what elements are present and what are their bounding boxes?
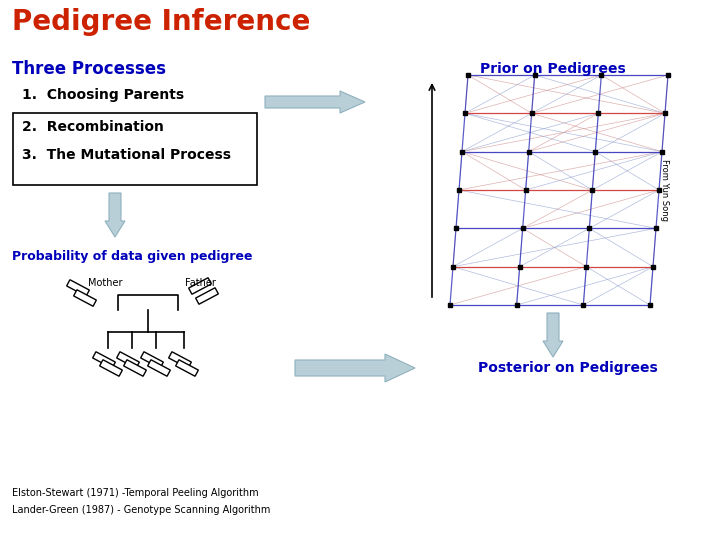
Text: Pedigree Inference: Pedigree Inference: [12, 8, 310, 36]
FancyBboxPatch shape: [117, 352, 140, 368]
FancyBboxPatch shape: [176, 360, 198, 376]
Text: Three Processes: Three Processes: [12, 60, 166, 78]
Text: Prior on Pedigrees: Prior on Pedigrees: [480, 62, 626, 76]
FancyBboxPatch shape: [148, 360, 171, 376]
FancyBboxPatch shape: [140, 352, 163, 368]
Text: 3.  The Mutational Process: 3. The Mutational Process: [22, 148, 231, 162]
FancyBboxPatch shape: [13, 113, 257, 185]
FancyBboxPatch shape: [93, 352, 115, 368]
Text: Probability of data given pedigree: Probability of data given pedigree: [12, 250, 253, 263]
Polygon shape: [105, 193, 125, 237]
Text: Father: Father: [184, 278, 215, 288]
FancyBboxPatch shape: [124, 360, 146, 376]
FancyBboxPatch shape: [67, 280, 89, 296]
FancyBboxPatch shape: [168, 352, 192, 368]
Text: From Yun Song: From Yun Song: [660, 159, 668, 221]
Polygon shape: [265, 91, 365, 113]
FancyBboxPatch shape: [73, 290, 96, 306]
Text: Posterior on Pedigrees: Posterior on Pedigrees: [478, 361, 658, 375]
Text: 1.  Choosing Parents: 1. Choosing Parents: [22, 88, 184, 102]
Text: Lander-Green (1987) - Genotype Scanning Algorithm: Lander-Green (1987) - Genotype Scanning …: [12, 505, 271, 515]
Text: Elston-Stewart (1971) -Temporal Peeling Algorithm: Elston-Stewart (1971) -Temporal Peeling …: [12, 488, 258, 498]
Polygon shape: [295, 354, 415, 382]
FancyBboxPatch shape: [99, 360, 122, 376]
Polygon shape: [543, 313, 563, 357]
FancyBboxPatch shape: [196, 288, 218, 304]
Text: Mother: Mother: [88, 278, 122, 288]
Text: 2.  Recombination: 2. Recombination: [22, 120, 164, 134]
FancyBboxPatch shape: [189, 278, 212, 294]
